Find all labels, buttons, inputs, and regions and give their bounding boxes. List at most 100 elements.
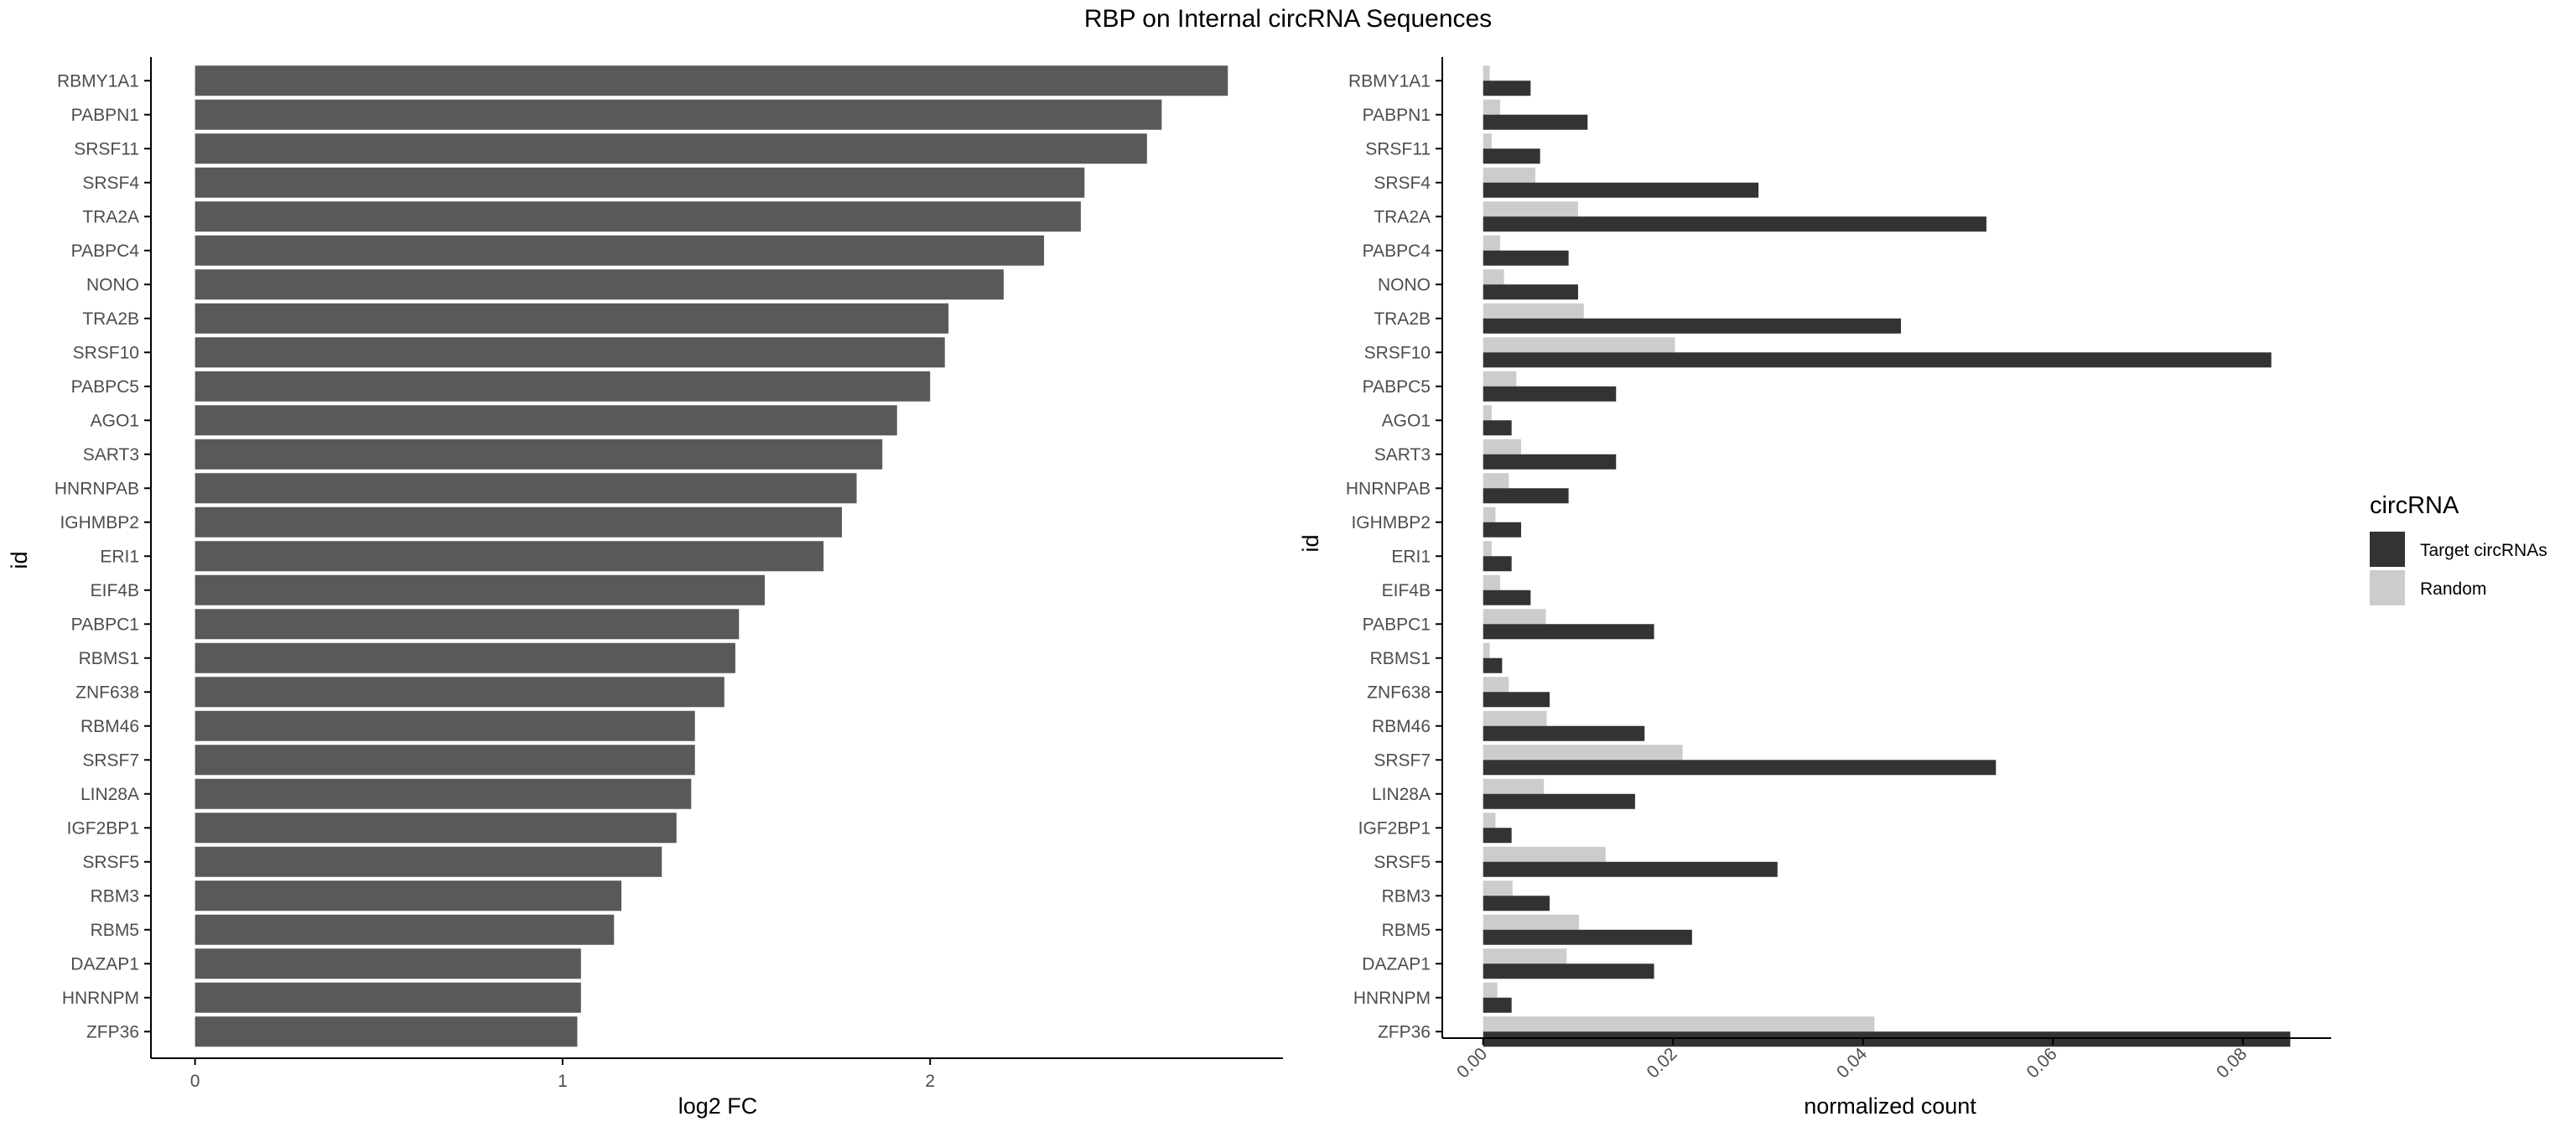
y-tick-label: ZFP36 bbox=[1378, 1022, 1431, 1041]
y-tick-label: IGHMBP2 bbox=[1351, 513, 1431, 532]
bar-random bbox=[1483, 269, 1504, 285]
bar-random bbox=[1483, 405, 1492, 421]
x-tick-label: 0 bbox=[190, 1072, 200, 1091]
bar-target bbox=[1483, 828, 1512, 844]
y-tick-label: SRSF7 bbox=[82, 750, 139, 770]
y-tick-label: RBMS1 bbox=[1370, 649, 1431, 668]
y-tick-label: HNRNPAB bbox=[1346, 479, 1431, 498]
bar-random bbox=[1483, 506, 1496, 522]
bar bbox=[195, 541, 824, 572]
y-tick-label: TRA2B bbox=[82, 309, 139, 329]
y-tick-label: RBM46 bbox=[80, 717, 139, 736]
y-tick-label: PABPC5 bbox=[1363, 377, 1431, 397]
bar bbox=[195, 167, 1085, 198]
bar-target bbox=[1483, 216, 1987, 232]
bar bbox=[195, 745, 695, 776]
bar bbox=[195, 337, 945, 368]
legend-title: circRNA bbox=[2370, 492, 2459, 519]
bar bbox=[195, 982, 581, 1013]
x-tick-label: 0.00 bbox=[1453, 1044, 1491, 1082]
legend: circRNA Target circRNAs Random bbox=[2370, 492, 2547, 605]
bar-random bbox=[1483, 574, 1501, 590]
bar-target bbox=[1483, 1031, 2291, 1047]
bar-random bbox=[1483, 303, 1584, 319]
y-tick-label: DAZAP1 bbox=[70, 954, 139, 974]
y-tick-label: SRSF4 bbox=[1374, 174, 1431, 193]
bar-random bbox=[1483, 337, 1675, 353]
bar bbox=[195, 778, 692, 809]
bar-random bbox=[1483, 65, 1490, 81]
y-tick-label: PABPC4 bbox=[71, 242, 140, 261]
bar-target bbox=[1483, 148, 1540, 164]
y-tick-label: SRSF7 bbox=[1374, 750, 1431, 770]
x-tick-label: 0.08 bbox=[2213, 1044, 2251, 1082]
bar-target bbox=[1483, 420, 1512, 436]
legend-swatch-random bbox=[2370, 570, 2405, 605]
y-tick-label: AGO1 bbox=[91, 411, 139, 430]
bar-target bbox=[1483, 250, 1569, 266]
bar-target bbox=[1483, 182, 1759, 198]
bar-target bbox=[1483, 589, 1531, 605]
bar-target bbox=[1483, 861, 1778, 877]
bar bbox=[195, 473, 857, 504]
left-panel: RBMY1A1 PABPN1 SRSF11 SRSF4 TRA2A PABPC4 NONO T… bbox=[55, 57, 1283, 1091]
bar-target bbox=[1483, 657, 1503, 673]
bar-target bbox=[1483, 352, 2272, 368]
y-tick-label: RBMY1A1 bbox=[57, 71, 139, 91]
y-tick-label: SRSF10 bbox=[1364, 343, 1431, 362]
y-tick-label: RBMS1 bbox=[79, 649, 139, 668]
y-tick-label: ERI1 bbox=[100, 547, 139, 566]
bar-random bbox=[1483, 167, 1535, 183]
y-tick-label: PABPN1 bbox=[1363, 106, 1431, 125]
y-tick-label: IGF2BP1 bbox=[67, 818, 139, 838]
bar bbox=[195, 813, 677, 844]
bar-random bbox=[1483, 914, 1580, 930]
bar-target bbox=[1483, 488, 1569, 504]
x-tick-label: 0.04 bbox=[1833, 1044, 1871, 1082]
bar bbox=[195, 846, 662, 877]
bar-target bbox=[1483, 997, 1512, 1013]
y-tick-label: IGHMBP2 bbox=[60, 513, 139, 532]
y-tick-label: HNRNPM bbox=[1353, 989, 1431, 1008]
bar-target bbox=[1483, 114, 1588, 130]
y-tick-label: TRA2B bbox=[1374, 309, 1431, 329]
bar-target bbox=[1483, 386, 1617, 402]
bar bbox=[195, 880, 622, 911]
bar bbox=[195, 439, 883, 470]
bar-target bbox=[1483, 556, 1512, 572]
y-tick-label: NONO bbox=[86, 275, 139, 294]
y-tick-label: IGF2BP1 bbox=[1358, 818, 1431, 838]
bar-random bbox=[1483, 778, 1545, 794]
y-tick-label: RBMY1A1 bbox=[1348, 71, 1431, 91]
y-tick-label: ERI1 bbox=[1391, 547, 1431, 566]
bar bbox=[195, 65, 1228, 96]
bar-target bbox=[1483, 522, 1521, 538]
y-tick-label: ZNF638 bbox=[1367, 683, 1431, 702]
bar bbox=[195, 710, 695, 741]
y-tick-label: RBM3 bbox=[91, 886, 139, 906]
bar-random bbox=[1483, 133, 1492, 149]
y-tick-label: SRSF11 bbox=[1365, 139, 1431, 158]
y-tick-label: SRSF5 bbox=[1374, 853, 1431, 872]
y-tick-label: RBM5 bbox=[91, 921, 139, 940]
bar-random bbox=[1483, 813, 1496, 828]
y-tick-label: RBM5 bbox=[1382, 921, 1431, 940]
legend-swatch-target bbox=[2370, 532, 2405, 567]
bar-target bbox=[1483, 692, 1550, 708]
bar-random bbox=[1483, 677, 1509, 693]
bar-random bbox=[1483, 1016, 1875, 1032]
left-y-axis-title: id bbox=[7, 551, 32, 569]
bar-random bbox=[1483, 371, 1517, 387]
x-tick-label: 1 bbox=[558, 1072, 568, 1091]
bar-target bbox=[1483, 80, 1531, 96]
bar-random bbox=[1483, 948, 1567, 964]
y-tick-label: SRSF10 bbox=[73, 343, 139, 362]
right-x-axis-title: normalized count bbox=[1804, 1093, 1976, 1119]
y-tick-label: PABPC5 bbox=[71, 377, 139, 397]
bar-random bbox=[1483, 745, 1683, 761]
y-tick-label: EIF4B bbox=[1382, 581, 1431, 600]
y-tick-label: ZFP36 bbox=[86, 1022, 139, 1041]
bar-random bbox=[1483, 439, 1521, 454]
bar bbox=[195, 133, 1147, 164]
